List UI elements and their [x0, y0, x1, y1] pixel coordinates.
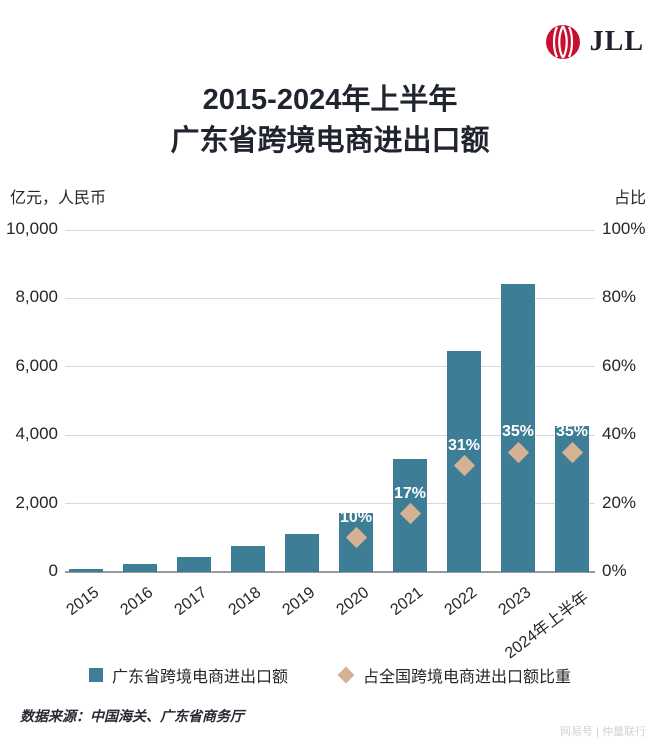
jll-logo: JLL: [543, 22, 644, 62]
x-axis-category-label: 2023: [495, 584, 535, 619]
x-axis-category-label: 2020: [333, 584, 373, 619]
right-axis-tick-label: 80%: [602, 287, 637, 307]
legend-item-label: 占全国跨境电商进出口额比重: [363, 669, 572, 686]
legend-item-share-series: 占全国跨境电商进出口额比重: [337, 663, 572, 687]
right-axis-tick-label: 20%: [602, 492, 637, 512]
x-axis-category-label: 2015: [63, 584, 103, 619]
jll-logo-text: JLL: [589, 26, 644, 57]
chart-title-line1: 2015-2024年上半年: [202, 84, 458, 116]
bar-2023: [501, 283, 535, 572]
share-value-label: 31%: [447, 436, 481, 454]
x-axis-category-label: 2017: [171, 584, 211, 619]
share-series-diamond-icon: [337, 666, 355, 684]
share-value-label: 35%: [501, 423, 535, 441]
share-value-label: 35%: [555, 423, 589, 441]
right-axis-tick-label: 0%: [602, 561, 627, 580]
chart-title: 2015-2024年上半年 广东省跨境电商进出口额: [0, 80, 660, 162]
x-axis-category-label: 2019: [279, 584, 319, 619]
left-axis-tick-label: 0: [48, 561, 58, 580]
gridline: [65, 366, 595, 368]
jll-logo-mark: [545, 25, 580, 59]
right-axis-tick-label: 60%: [602, 355, 637, 375]
legend-item-label: 广东省跨境电商进出口额: [111, 669, 288, 686]
gridline: [65, 297, 595, 299]
x-axis-category-label: 2016: [117, 584, 157, 619]
left-axis-tick-label: 6,000: [15, 355, 58, 375]
bar-2019: [285, 534, 319, 572]
x-axis-line: [65, 571, 595, 573]
x-axis-category-label: 2021: [387, 584, 427, 619]
x-axis-category-label: 2022: [441, 584, 481, 619]
share-value-label: 17%: [393, 484, 427, 502]
left-axis-unit-label: 亿元，人民币: [10, 190, 107, 207]
bar-2015: [69, 568, 103, 572]
right-axis-unit-label: 占比: [613, 190, 646, 207]
gridline: [65, 229, 595, 231]
gridline: [65, 503, 595, 505]
bar-2017: [177, 556, 211, 572]
chart-title-line2: 广东省跨境电商进出口额: [170, 125, 490, 157]
legend: 广东省跨境电商进出口额 占全国跨境电商进出口额比重: [0, 663, 660, 687]
bar-2016: [123, 564, 157, 572]
gridline: [65, 434, 595, 436]
watermark: 网易号 | 仲量联行: [560, 726, 646, 738]
right-axis-tick-label: 100%: [602, 219, 646, 238]
right-axis-tick-label: 40%: [602, 424, 637, 444]
bar-series-swatch-icon: [88, 668, 103, 682]
left-axis-tick-label: 10,000: [6, 219, 58, 238]
left-axis-tick-label: 2,000: [15, 492, 58, 512]
data-source-note: 数据来源：中国海关、广东省商务厅: [20, 708, 244, 724]
share-value-label: 10%: [339, 508, 373, 526]
legend-item-bar-series: 广东省跨境电商进出口额: [88, 663, 288, 687]
x-axis-category-label: 2018: [225, 584, 265, 619]
bar-2018: [231, 546, 265, 572]
left-axis-tick-label: 8,000: [15, 287, 58, 307]
left-axis-tick-label: 4,000: [15, 424, 58, 444]
